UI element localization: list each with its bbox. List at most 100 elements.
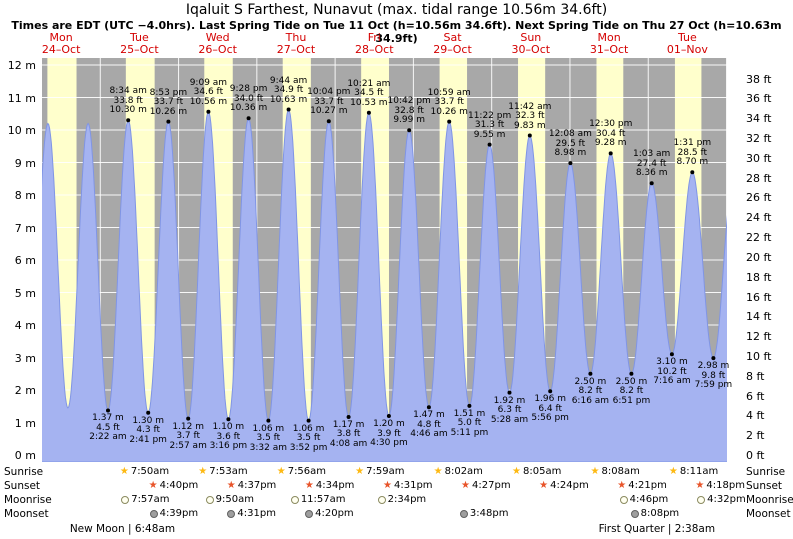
sunrise-icon: ★ [433, 466, 443, 477]
low-tide-dot [588, 371, 593, 376]
moonset-icon [630, 510, 639, 518]
day-label: Sat 29–Oct [433, 31, 472, 56]
moonrise-icon [205, 496, 214, 504]
day-label: Mon 31–Oct [589, 31, 629, 56]
subtitle-spring-tide-info: Times are EDT (UTC −4.0hrs). Last Spring… [11, 19, 782, 45]
sunset-time: 4:40pm [159, 480, 199, 491]
moonrise-icon [121, 496, 130, 504]
y-tick-feet: 22 ft [746, 231, 772, 245]
y-tick-meters: 12 m [7, 59, 36, 72]
sunrise-time: 8:11am [679, 466, 719, 477]
moonrise-icon [377, 496, 386, 504]
high-tide-annotation: 8:53 pm 33.7 ft 10.26 m [149, 87, 188, 117]
moonset-time: 4:39pm [159, 508, 199, 519]
y-tick-meters: 8 m [14, 189, 36, 202]
low-tide-annotation: 3.10 m 10.2 ft 7:16 am [653, 357, 691, 387]
sunrise-time: 8:05am [523, 466, 562, 477]
low-tide-annotation: 2.50 m 8.2 ft 6:16 am [571, 376, 610, 406]
high-tide-annotation: 10:42 pm 32.8 ft 9.99 m [387, 96, 431, 126]
low-tide-dot [106, 408, 110, 413]
high-tide-dot [166, 119, 171, 124]
sunrise-icon: ★ [668, 466, 678, 477]
high-tide-dot [527, 133, 532, 138]
y-tick-meters: 6 m [14, 254, 36, 267]
day-label: Sun 30–Oct [511, 31, 551, 56]
low-tide-annotation: 1.30 m 4.3 ft 2:41 pm [129, 415, 167, 445]
sunrise-row-label-right: Sunrise [746, 466, 786, 478]
low-tide-annotation: 2.50 m 8.2 ft 6:51 pm [612, 376, 651, 406]
y-tick-meters: 5 m [14, 286, 36, 300]
moonrise-row-label-right: Moonrise [746, 494, 793, 506]
low-tide-annotation: 2.98 m 9.8 ft 7:59 pm [694, 361, 733, 391]
sunset-icon: ★ [617, 480, 627, 491]
low-tide-annotation: 1.51 m 5.0 ft 5:11 pm [450, 408, 489, 438]
low-tide-dot [186, 416, 191, 421]
high-tide-annotation: 1:03 am 27.4 ft 8.36 m [632, 149, 671, 179]
sunrise-icon: ★ [512, 466, 521, 477]
y-tick-feet: 18 ft [746, 270, 772, 284]
day-label: Tue 25–Oct [120, 31, 159, 56]
high-tide-dot [246, 116, 251, 121]
sunrise-icon: ★ [198, 466, 208, 477]
high-tide-annotation: 1:31 pm 28.5 ft 8.70 m [673, 138, 712, 168]
moonset-time: 8:08pm [640, 508, 680, 519]
low-tide-annotation: 1.47 m 4.8 ft 4:46 am [410, 410, 448, 440]
sunset-icon: ★ [461, 480, 471, 491]
page-title: Iqaluit S Farthest, Nunavut (max. tidal … [185, 2, 608, 18]
y-tick-feet: 2 ft [746, 429, 765, 443]
sunset-icon: ★ [304, 480, 314, 491]
moonset-time: 4:31pm [237, 508, 276, 519]
y-tick-feet: 26 ft [746, 191, 772, 205]
y-tick-meters: 2 m [14, 384, 36, 397]
y-tick-meters: 10 m [7, 124, 36, 137]
y-tick-meters: 11 m [7, 91, 36, 105]
sunrise-icon: ★ [590, 466, 600, 477]
high-tide-annotation: 10:59 am 33.7 ft 10.26 m [427, 87, 471, 117]
day-label: Thu 27–Oct [276, 31, 316, 56]
moonset-icon [305, 510, 314, 518]
low-tide-annotation: 1.06 m 3.5 ft 3:52 pm [289, 423, 328, 453]
high-tide-dot [126, 118, 131, 123]
low-tide-dot [426, 405, 431, 410]
y-tick-feet: 0 ft [746, 449, 765, 462]
sunset-icon: ★ [382, 480, 392, 491]
moonset-row-label-left: Moonset [4, 508, 49, 520]
high-tide-annotation: 8:34 am 33.8 ft 10.30 m [109, 86, 147, 116]
low-tide-dot [386, 414, 391, 418]
sunrise-time: 8:02am [444, 466, 483, 477]
high-tide-dot [649, 181, 654, 186]
sunrise-row-label-left: Sunrise [4, 466, 44, 478]
y-tick-feet: 8 ft [746, 369, 765, 383]
sunset-time: 4:21pm [628, 480, 667, 491]
sunrise-time: 8:08am [601, 466, 640, 477]
sunrise-time: 7:59am [366, 466, 405, 477]
sunset-icon: ★ [148, 480, 158, 491]
moonset-icon [459, 510, 468, 518]
low-tide-dot [669, 352, 674, 357]
y-tick-feet: 4 ft [746, 409, 765, 423]
y-tick-feet: 38 ft [746, 72, 772, 86]
low-tide-annotation: 1.37 m 4.5 ft 2:22 am [89, 413, 127, 443]
high-tide-annotation: 9:28 pm 34.0 ft 10.36 m [229, 84, 268, 114]
y-tick-feet: 20 ft [746, 250, 772, 264]
low-tide-annotation: 1.12 m 3.7 ft 2:57 am [169, 421, 207, 451]
sunrise-icon: ★ [276, 466, 286, 477]
moonrise-time: 7:57am [131, 494, 170, 505]
high-tide-dot [326, 119, 331, 124]
y-tick-feet: 30 ft [746, 151, 772, 165]
high-tide-dot [690, 170, 695, 175]
low-tide-annotation: 1.17 m 3.8 ft 4:08 am [329, 419, 368, 449]
low-tide-annotation: 1.10 m 3.6 ft 3:16 pm [209, 422, 248, 452]
y-tick-meters: 4 m [14, 319, 36, 332]
low-tide-dot [146, 410, 151, 415]
sunset-row-label-right: Sunset [746, 480, 783, 492]
moonrise-row-label-left: Moonrise [4, 494, 52, 506]
y-tick-feet: 32 ft [746, 132, 772, 145]
high-tide-dot [487, 142, 492, 147]
low-tide-dot [467, 403, 472, 408]
moonset-icon [227, 510, 236, 518]
y-tick-feet: 10 ft [746, 349, 772, 363]
sunset-icon: ★ [695, 480, 705, 491]
moonrise-icon [697, 496, 706, 504]
sunset-time: 4:34pm [315, 480, 355, 491]
